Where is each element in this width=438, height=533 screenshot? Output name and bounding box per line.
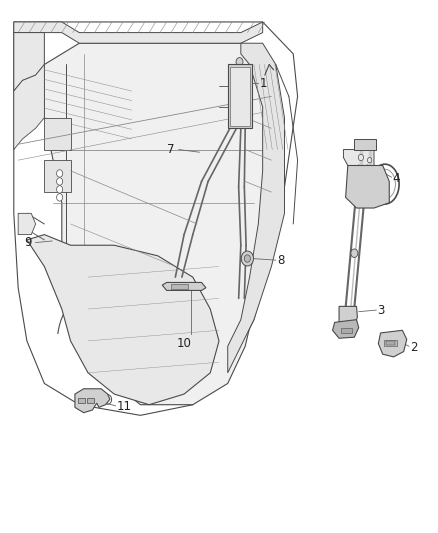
Text: 4: 4 — [393, 172, 400, 185]
Text: 9: 9 — [25, 236, 32, 249]
Text: 1: 1 — [260, 77, 267, 90]
Polygon shape — [14, 22, 297, 415]
Bar — [87, 398, 94, 403]
Bar — [44, 118, 71, 150]
Polygon shape — [343, 150, 374, 165]
Bar — [44, 160, 71, 192]
Circle shape — [236, 58, 243, 66]
Bar — [171, 284, 188, 289]
Circle shape — [57, 185, 63, 193]
Text: 11: 11 — [117, 400, 132, 414]
Text: 7: 7 — [167, 143, 174, 156]
Polygon shape — [228, 43, 285, 373]
Polygon shape — [27, 235, 219, 405]
Polygon shape — [44, 43, 276, 405]
Text: 2: 2 — [410, 341, 418, 354]
Bar — [384, 340, 397, 346]
Bar — [386, 341, 395, 345]
Circle shape — [351, 249, 358, 257]
Circle shape — [244, 255, 251, 262]
Polygon shape — [14, 33, 44, 91]
Bar — [354, 139, 376, 150]
Text: 8: 8 — [277, 254, 284, 266]
Circle shape — [241, 251, 254, 266]
Polygon shape — [332, 320, 359, 338]
Text: 10: 10 — [177, 337, 191, 350]
Circle shape — [57, 177, 63, 185]
Polygon shape — [18, 213, 35, 235]
Polygon shape — [339, 306, 357, 330]
Circle shape — [57, 193, 63, 201]
Bar — [230, 67, 250, 126]
Bar — [341, 328, 352, 333]
Polygon shape — [14, 64, 44, 150]
Polygon shape — [75, 389, 110, 413]
Text: 3: 3 — [378, 304, 385, 317]
Polygon shape — [162, 282, 206, 290]
Circle shape — [57, 169, 63, 177]
Bar — [228, 64, 252, 128]
Polygon shape — [14, 22, 263, 43]
Circle shape — [367, 158, 372, 163]
Circle shape — [358, 155, 364, 161]
Bar — [78, 398, 85, 403]
Polygon shape — [378, 330, 407, 357]
Polygon shape — [346, 165, 389, 208]
